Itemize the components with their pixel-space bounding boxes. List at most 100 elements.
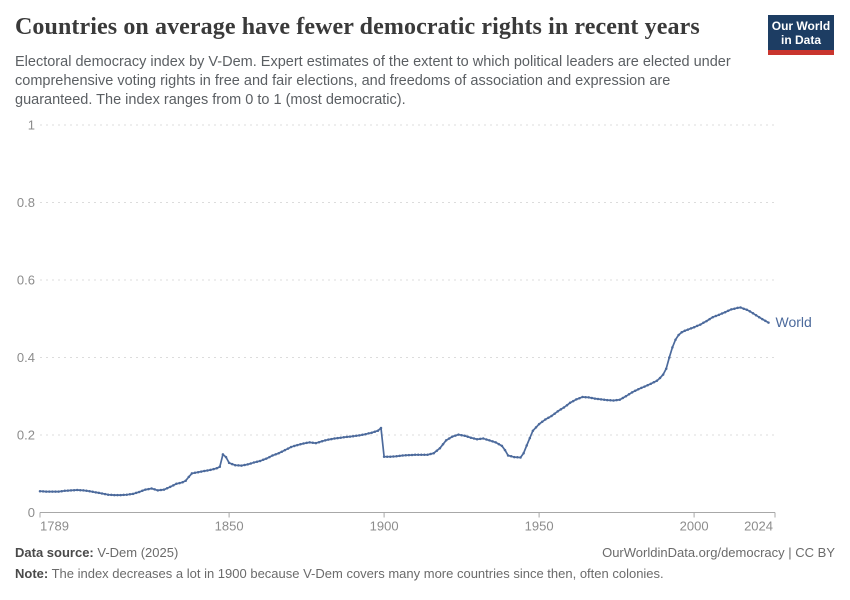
x-tick-label-1900: 1900 [370,519,399,534]
world-line-point [717,313,721,317]
world-line-point [327,438,330,441]
world-line-point [147,487,150,491]
world-line-point [519,456,522,459]
owid-url-link[interactable]: OurWorldinData.org/democracy [602,545,785,560]
y-tick-label-0.4: 0.4 [17,350,35,365]
world-line-point [441,443,445,446]
world-line-point [156,489,160,492]
world-line-point [413,453,417,457]
world-line-point [358,434,361,437]
world-line-point [463,434,466,438]
data-source-value: V-Dem (2025) [93,545,179,560]
world-line-point [497,442,501,446]
world-line-point [658,376,662,380]
world-line-point [485,438,488,441]
world-line-point [447,437,451,440]
world-line-point [162,488,166,491]
world-line-point [63,489,67,493]
world-line-point [633,389,637,393]
world-line-point [429,452,432,456]
world-line-point [314,441,318,445]
world-line-point [91,490,94,494]
world-line-point [190,472,194,475]
world-line-point [692,326,696,329]
world-line-point [94,491,98,494]
world-line-point [664,367,668,370]
world-line-point [438,446,442,450]
data-source-label: Data source: [15,545,94,560]
x-tick-label-1950: 1950 [525,519,554,534]
world-line-point [494,441,497,444]
world-line-point [730,308,733,311]
world-line-point [187,475,191,479]
world-line-point [342,436,346,439]
world-line-point [206,469,209,472]
world-line-point [224,455,228,459]
world-line-point [488,439,491,442]
world-line-point [286,447,290,450]
world-line-point [373,430,377,433]
subtitle-line: Electoral democracy index by V-Dem. Expe… [15,54,731,70]
world-line-point [308,441,311,444]
world-line-point [491,440,494,443]
x-tick-label-2000: 2000 [680,519,709,534]
world-line-point [683,329,687,333]
world-line-point [751,312,755,315]
world-line-point [351,434,355,438]
world-line-point [584,395,587,399]
world-line-point [181,481,184,484]
world-line-point [565,403,569,407]
world-line-point [420,453,423,457]
world-line-point [252,461,256,464]
world-line-point [364,432,367,436]
world-line-point [764,319,767,323]
world-line-point [113,493,116,497]
world-line-point [466,435,470,438]
series-label-world[interactable]: World [776,314,812,330]
line-chart-canvas[interactable]: 0 0.2 0.4 0.6 0.8 1 1789 1850 1900 1950 2000 2024 Wo… [0,108,850,538]
world-line-point [292,444,296,448]
world-line-point [203,469,206,473]
world-line-point [323,439,327,442]
world-line[interactable] [39,306,769,496]
world-line-point [376,429,380,432]
world-line-point [513,455,516,459]
world-line-point [525,444,528,447]
world-line-point [237,464,240,467]
owid-logo[interactable]: Our World in Data [768,15,834,55]
world-line-point [748,310,752,313]
world-line-point [51,490,54,493]
world-line-point [621,396,625,400]
world-line-point [119,493,122,497]
chart-note: Note: The index decreases a lot in 1900 … [15,566,835,581]
world-line-point [615,398,618,402]
chart-area[interactable]: 0 0.2 0.4 0.6 0.8 1 1789 1850 1900 1950 2000 2024 Wo… [0,108,850,538]
world-line-point [671,346,674,349]
world-line-point [556,410,559,413]
world-line-point [401,454,404,457]
world-line-point [435,449,439,452]
world-line-point [699,323,702,326]
world-line-point [125,493,129,496]
world-line-point [593,397,597,400]
world-line-point [44,490,48,493]
world-line-point [553,412,556,415]
world-line-point [596,397,600,401]
world-line-point [733,307,736,310]
world-line-point [333,437,336,440]
world-line-point [562,406,566,409]
world-line-point [305,441,308,445]
world-line-point [348,435,352,438]
world-line-point [606,398,609,402]
world-line-point [221,453,225,456]
world-line-point [475,438,479,441]
world-line-point [110,493,113,497]
world-line-point [668,356,671,359]
world-line-point [168,485,172,489]
world-line-point [218,465,222,469]
world-line-point [618,398,621,401]
x-tick-label-1850: 1850 [215,519,244,534]
owid-logo-text: Our World in Data [768,15,834,50]
world-line-point [379,426,383,430]
